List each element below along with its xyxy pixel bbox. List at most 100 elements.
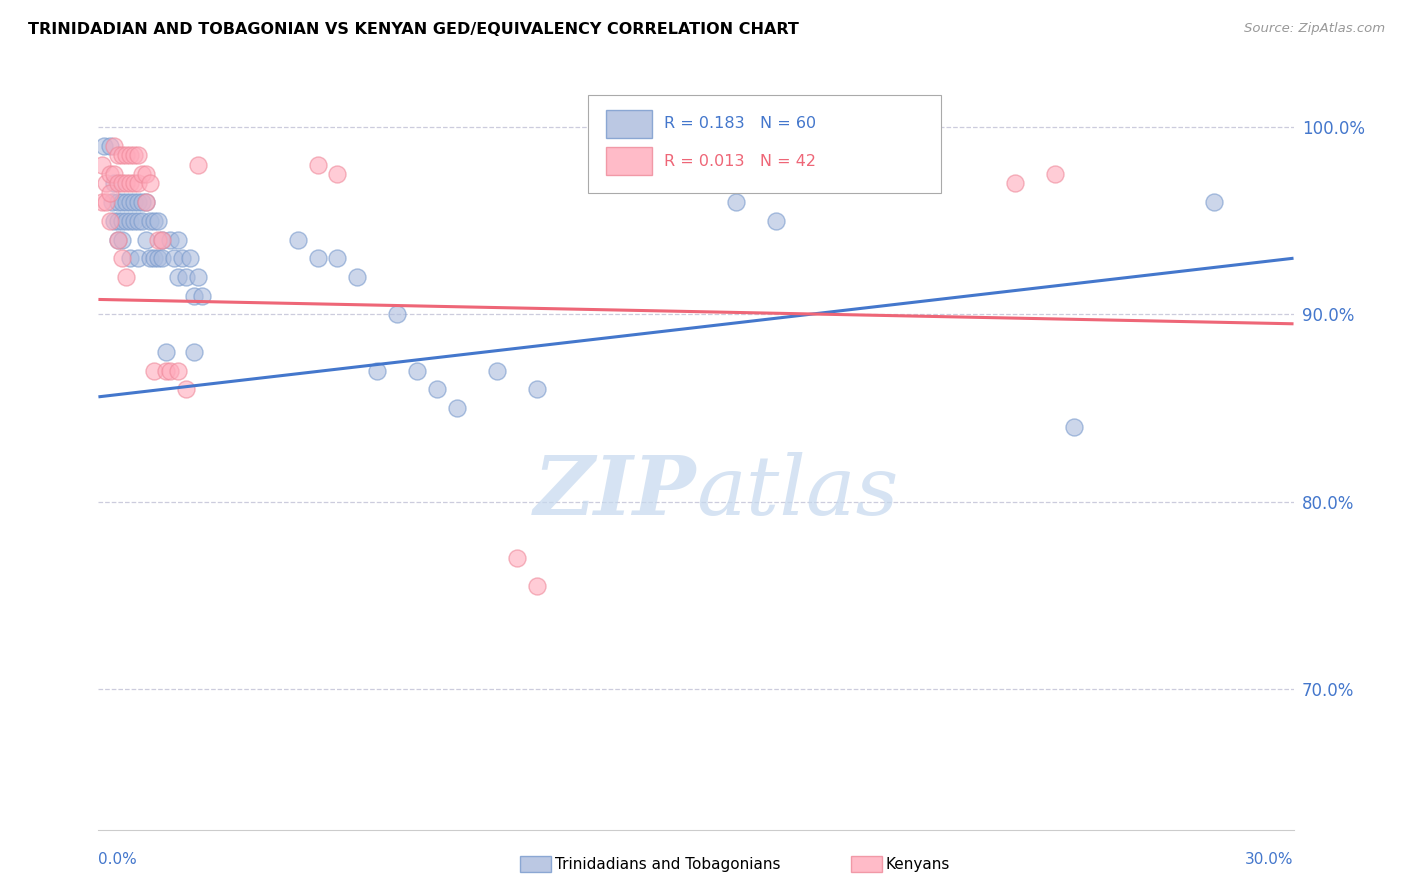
Point	[101, 195, 124, 210]
Point	[183, 344, 205, 359]
Point	[111, 195, 134, 210]
Point	[127, 148, 149, 162]
Point	[91, 157, 114, 171]
Point	[167, 269, 190, 284]
Point	[143, 252, 166, 266]
Point	[115, 148, 138, 162]
Point	[93, 138, 115, 153]
Point	[385, 307, 409, 321]
Point	[366, 364, 388, 378]
Point	[124, 213, 146, 227]
Point	[179, 252, 201, 266]
Point	[91, 195, 114, 210]
Point	[120, 252, 142, 266]
Point	[159, 364, 181, 378]
Point	[172, 252, 194, 266]
Point	[124, 177, 146, 191]
Bar	[606, 147, 652, 176]
Point	[131, 213, 153, 227]
Point	[120, 177, 142, 191]
Point	[526, 382, 548, 396]
Point	[167, 364, 190, 378]
Point	[111, 213, 134, 227]
Point	[111, 148, 134, 162]
Point	[103, 138, 125, 153]
Point	[765, 213, 787, 227]
Point	[139, 252, 162, 266]
Bar	[606, 110, 652, 138]
Point	[135, 195, 157, 210]
Point	[326, 252, 349, 266]
Point	[127, 252, 149, 266]
Point	[115, 177, 138, 191]
Point	[183, 288, 205, 302]
Text: TRINIDADIAN AND TOBAGONIAN VS KENYAN GED/EQUIVALENCY CORRELATION CHART: TRINIDADIAN AND TOBAGONIAN VS KENYAN GED…	[28, 22, 799, 37]
Point	[446, 401, 468, 415]
Text: 0.0%: 0.0%	[98, 852, 138, 867]
Point	[135, 167, 157, 181]
Text: Kenyans: Kenyans	[886, 857, 950, 871]
Point	[139, 177, 162, 191]
Point	[107, 232, 129, 246]
Point	[103, 167, 125, 181]
Point	[100, 213, 122, 227]
Point	[100, 167, 122, 181]
Point	[148, 252, 170, 266]
Point	[120, 195, 142, 210]
Point	[131, 167, 153, 181]
Point	[107, 232, 129, 246]
Point	[159, 232, 181, 246]
Point	[150, 232, 173, 246]
Point	[148, 213, 170, 227]
Point	[115, 213, 138, 227]
Point	[346, 269, 368, 284]
Point	[191, 288, 214, 302]
Point	[135, 232, 157, 246]
Point	[100, 138, 122, 153]
Point	[107, 177, 129, 191]
Point	[143, 364, 166, 378]
Point	[131, 195, 153, 210]
Point	[1004, 177, 1026, 191]
Point	[155, 364, 177, 378]
Point	[1202, 195, 1225, 210]
Point	[111, 177, 134, 191]
Text: R = 0.013   N = 42: R = 0.013 N = 42	[664, 153, 815, 169]
Point	[174, 382, 197, 396]
Point	[107, 148, 129, 162]
Point	[139, 213, 162, 227]
Point	[103, 177, 125, 191]
Point	[307, 157, 329, 171]
Text: R = 0.183   N = 60: R = 0.183 N = 60	[664, 116, 815, 131]
Point	[406, 364, 429, 378]
Point	[148, 232, 170, 246]
Point	[187, 269, 209, 284]
Point	[120, 148, 142, 162]
Point	[127, 195, 149, 210]
Text: atlas: atlas	[696, 452, 898, 533]
Point	[120, 213, 142, 227]
Text: Source: ZipAtlas.com: Source: ZipAtlas.com	[1244, 22, 1385, 36]
Point	[111, 252, 134, 266]
Point	[127, 213, 149, 227]
Point	[526, 579, 548, 593]
Point	[307, 252, 329, 266]
Point	[150, 232, 173, 246]
Point	[115, 269, 138, 284]
Point	[100, 186, 122, 200]
Point	[135, 195, 157, 210]
Text: 30.0%: 30.0%	[1246, 852, 1294, 867]
Point	[103, 213, 125, 227]
Point	[724, 195, 747, 210]
FancyBboxPatch shape	[588, 95, 941, 193]
Text: Trinidadians and Tobagonians: Trinidadians and Tobagonians	[555, 857, 780, 871]
Point	[127, 177, 149, 191]
Point	[506, 550, 529, 566]
Point	[1043, 167, 1066, 181]
Point	[326, 167, 349, 181]
Point	[124, 148, 146, 162]
Point	[107, 213, 129, 227]
Text: ZIP: ZIP	[533, 452, 696, 533]
Point	[187, 157, 209, 171]
Point	[124, 195, 146, 210]
